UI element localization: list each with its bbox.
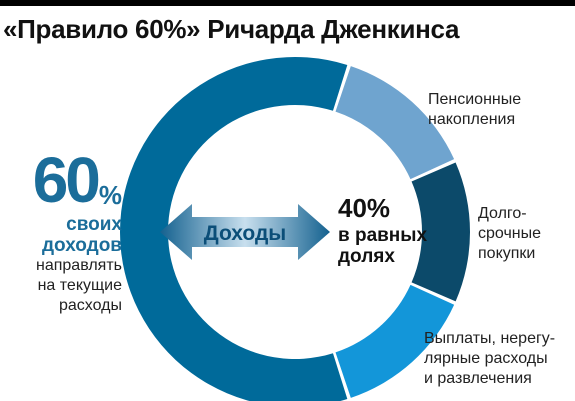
arrow-label: Доходы [204,222,287,245]
big-percent-unit: % [98,180,122,210]
left-annotation: 60 % своих доходов направлять на текущие… [10,148,122,316]
center-subtitle: в равных долях [338,225,428,267]
label-pension: Пенсионные накопления [428,91,522,128]
left-line-1: своих [66,214,122,235]
chart-title: «Правило 60%» Ричарда Дженкинса [3,14,460,44]
donut-slice-1 [335,66,455,180]
top-rule [0,0,575,6]
big-percent: 60 % [10,148,122,212]
center-percent: 40% [338,193,391,223]
label-longterm: Долго- срочные покупки [478,205,542,262]
donut-slice-2 [411,162,470,302]
double-arrow-shape [160,204,330,260]
left-line-3: направлять [36,257,122,274]
label-payments: Выплаты, нерегу- лярные расходы и развле… [424,330,556,387]
donut-slice-0 [119,57,348,401]
left-line-4: на текущие [37,277,122,294]
left-line-5: расходы [59,297,122,314]
big-percent-number: 60 [32,144,101,216]
donut-slice-3 [335,284,455,398]
donut-slices [119,57,470,401]
left-line-2: доходов [42,235,122,256]
